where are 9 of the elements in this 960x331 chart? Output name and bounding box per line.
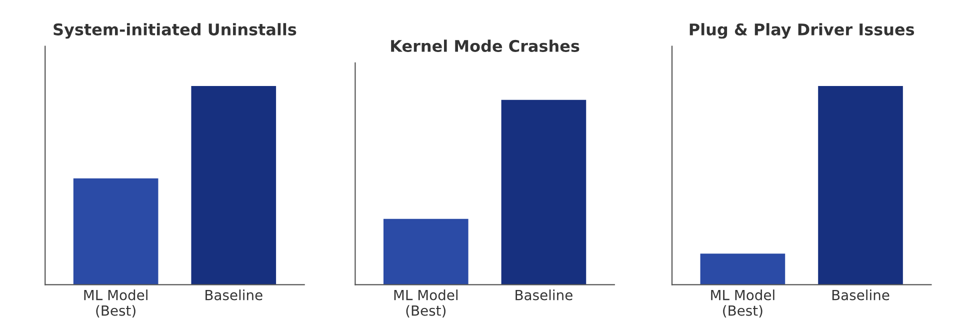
- chart-title: System-initiated Uninstalls: [54, 23, 296, 39]
- x-tick-label: ML Model (Best): [711, 290, 774, 318]
- chart-title: Plug & Play Driver Issues: [690, 23, 914, 39]
- chart-title: Kernel Mode Crashes: [391, 40, 580, 52]
- x-tick-label: ML Model (Best): [394, 290, 458, 318]
- x-tick-label: Baseline: [516, 290, 572, 300]
- x-tick-label: Baseline: [206, 290, 262, 300]
- x-tick-label: ML Model (Best): [84, 290, 148, 318]
- x-tick-label: Baseline: [832, 290, 890, 300]
